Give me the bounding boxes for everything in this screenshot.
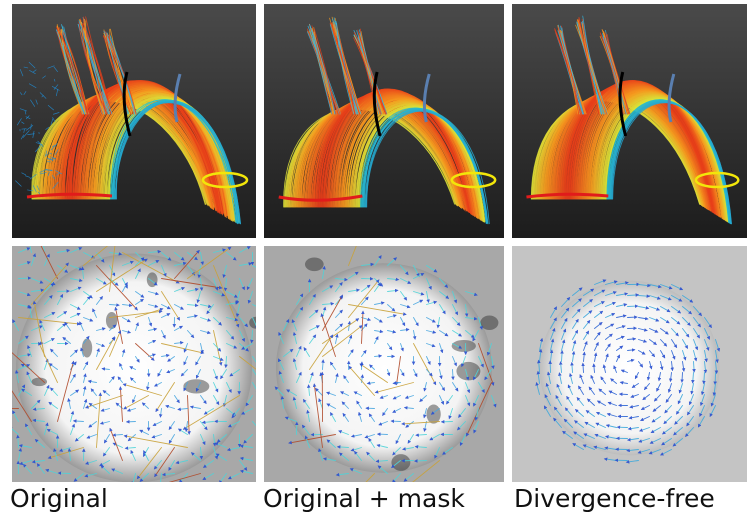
streamline-bundle (283, 16, 490, 225)
plane-yellow (201, 171, 249, 189)
velocity-vectors (274, 246, 497, 482)
streamline-bundle (530, 15, 732, 225)
plane-black (372, 71, 382, 137)
vector-field-divergence-free (512, 246, 747, 482)
vector-field-original-mask (264, 246, 504, 482)
streamline-render-original (12, 4, 256, 238)
streamline-bundle (15, 16, 242, 225)
aorta-streamlines-original-mask (264, 4, 504, 238)
caption-original-mask: Original + mask (263, 484, 465, 513)
vector-render-original (12, 246, 256, 482)
plane-blue (422, 73, 431, 123)
streamline-render-divergence-free (512, 4, 747, 238)
vessel-cross-section (16, 253, 252, 482)
streamline-render-original-mask (264, 4, 504, 238)
plane-black (122, 71, 132, 137)
plane-yellow (450, 171, 497, 189)
plane-blue (667, 73, 676, 123)
plane-red (526, 192, 609, 199)
vessel-cross-section (276, 263, 492, 473)
plane-blue (173, 73, 182, 123)
velocity-vectors (12, 246, 256, 482)
plane-red (278, 194, 363, 202)
aorta-streamlines-original (12, 4, 256, 238)
vector-render-original-mask (264, 246, 504, 482)
caption-divergence-free: Divergence-free (514, 484, 715, 513)
vessel-cross-section (539, 280, 720, 456)
aorta-streamlines-divergence-free (512, 4, 747, 238)
plane-black (618, 71, 628, 137)
caption-original: Original (10, 484, 108, 513)
plane-yellow (694, 171, 740, 189)
velocity-vectors (535, 279, 721, 464)
vector-render-divergence-free (512, 246, 747, 482)
vector-field-original (12, 246, 256, 482)
plane-red (26, 192, 113, 199)
